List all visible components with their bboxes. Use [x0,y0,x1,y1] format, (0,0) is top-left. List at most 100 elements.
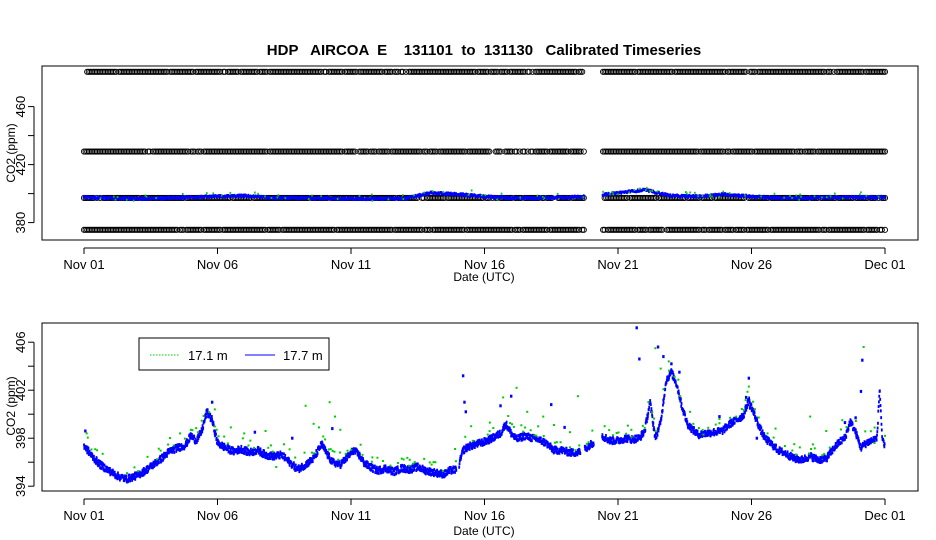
series-17-7m-point [467,443,470,447]
series-17-7m-point [472,442,475,446]
calibration-point [640,226,647,233]
series-17-7m-point [292,463,295,467]
calibration-point [699,226,706,233]
ambient-point [546,196,548,200]
ambient-point [698,194,700,198]
series-17-7m-point [273,457,276,461]
series-17-7m-point [252,451,255,455]
series-17-7m-point [277,454,280,458]
series-17-7m-point [508,426,511,430]
series-17-7m-point [517,434,520,438]
series-17-7m-point [406,470,409,474]
series-17-7m-point [396,465,399,469]
series-17-7m-point [528,438,531,442]
series-17-7m-point [258,450,261,454]
calibration-point [880,148,887,155]
ambient-point-green [371,199,374,202]
series-17-7m-point [323,448,326,452]
series-17-7m-point [359,456,362,460]
series-17-7m-point [546,445,549,449]
series-17-7m-point [202,426,205,430]
ambient-point [684,195,687,199]
series-17-7m-point [89,451,92,455]
calibration-point [177,226,184,233]
ambient-point-green [467,193,470,196]
series-17-7m-point [303,467,306,471]
series-17-7m-point [425,470,428,474]
series-17-7m-point [98,459,101,463]
series-17-7m-point [418,466,421,470]
series-17-7m-point [221,446,224,450]
series-17-7m-point [576,453,579,457]
series-17-7m-point [142,473,145,477]
series-17-7m-point [554,447,557,451]
series-17-7m-point [366,466,369,470]
calibration-point [579,68,586,75]
ambient-point-green [760,195,762,198]
series-17-7m-point [161,453,164,457]
series-17-7m-point [479,439,481,443]
series-17-7m-point [235,447,238,451]
ambient-point [335,196,338,200]
series-17-7m-point [311,458,314,462]
ambient-point [763,195,766,198]
series-17-7m-point [391,472,394,476]
series-17-7m-point [286,457,289,461]
series-17-7m-point [437,473,440,477]
calibration-point [518,68,525,75]
series-17-7m-point [191,433,193,437]
ambient-point-green [644,189,647,192]
calibration-point [572,226,579,233]
series-17-7m-point [403,469,406,473]
series-17-7m-point [256,449,259,453]
series-17-7m-point [238,450,241,454]
series-17-7m-point [468,445,471,449]
bottom-panel-marks [83,326,886,484]
series-17-7m-point [320,445,322,449]
calibration-point [430,148,437,155]
series-17-7m-point [138,473,141,477]
series-17-7m-point [472,444,475,448]
series-17-7m-point [499,434,502,438]
ambient-point [259,196,262,200]
series-17-7m-point [570,448,573,452]
series-17-7m-point [173,450,176,454]
ambient-point [178,195,180,199]
series-17-7m-point [118,478,121,482]
series-17-7m-point [254,448,256,452]
series-17-7m-point [577,451,580,455]
series-17-7m-point [250,447,252,451]
series-17-7m-point [504,423,506,427]
series-17-7m-point [88,449,91,453]
ambient-point [274,197,276,201]
series-17-7m-point [427,469,430,473]
calibration-point [665,68,672,75]
ambient-point [459,193,462,197]
series-17-7m-point [532,435,535,439]
calibration-point [526,68,533,75]
series-17-7m-point [260,452,263,456]
series-17-7m-point [153,461,156,465]
ambient-point [492,196,495,200]
series-17-7m-point [227,444,230,448]
series-17-7m-point [428,467,431,471]
ambient-point-green [656,190,659,193]
series-17-7m-point [362,459,365,463]
series-17-7m-point [324,446,327,450]
series-17-7m-point [211,422,214,426]
ambient-point [122,197,125,201]
series-17-7m-point [307,458,310,462]
series-17-7m-point [209,412,212,416]
ambient-point-green [257,192,259,195]
ambient-point [159,196,161,199]
series-17-7m-point [247,450,250,454]
series-17-7m-point [201,430,204,434]
ambient-point-green [798,198,800,201]
series-17-7m-point [427,471,430,475]
ambient-point-green [413,194,415,197]
series-17-7m-point [87,452,90,456]
series-17-7m-point [130,476,133,480]
series-17-7m-point [215,436,218,440]
series-17-7m-point [316,453,318,457]
ambient-point-green [311,194,313,197]
